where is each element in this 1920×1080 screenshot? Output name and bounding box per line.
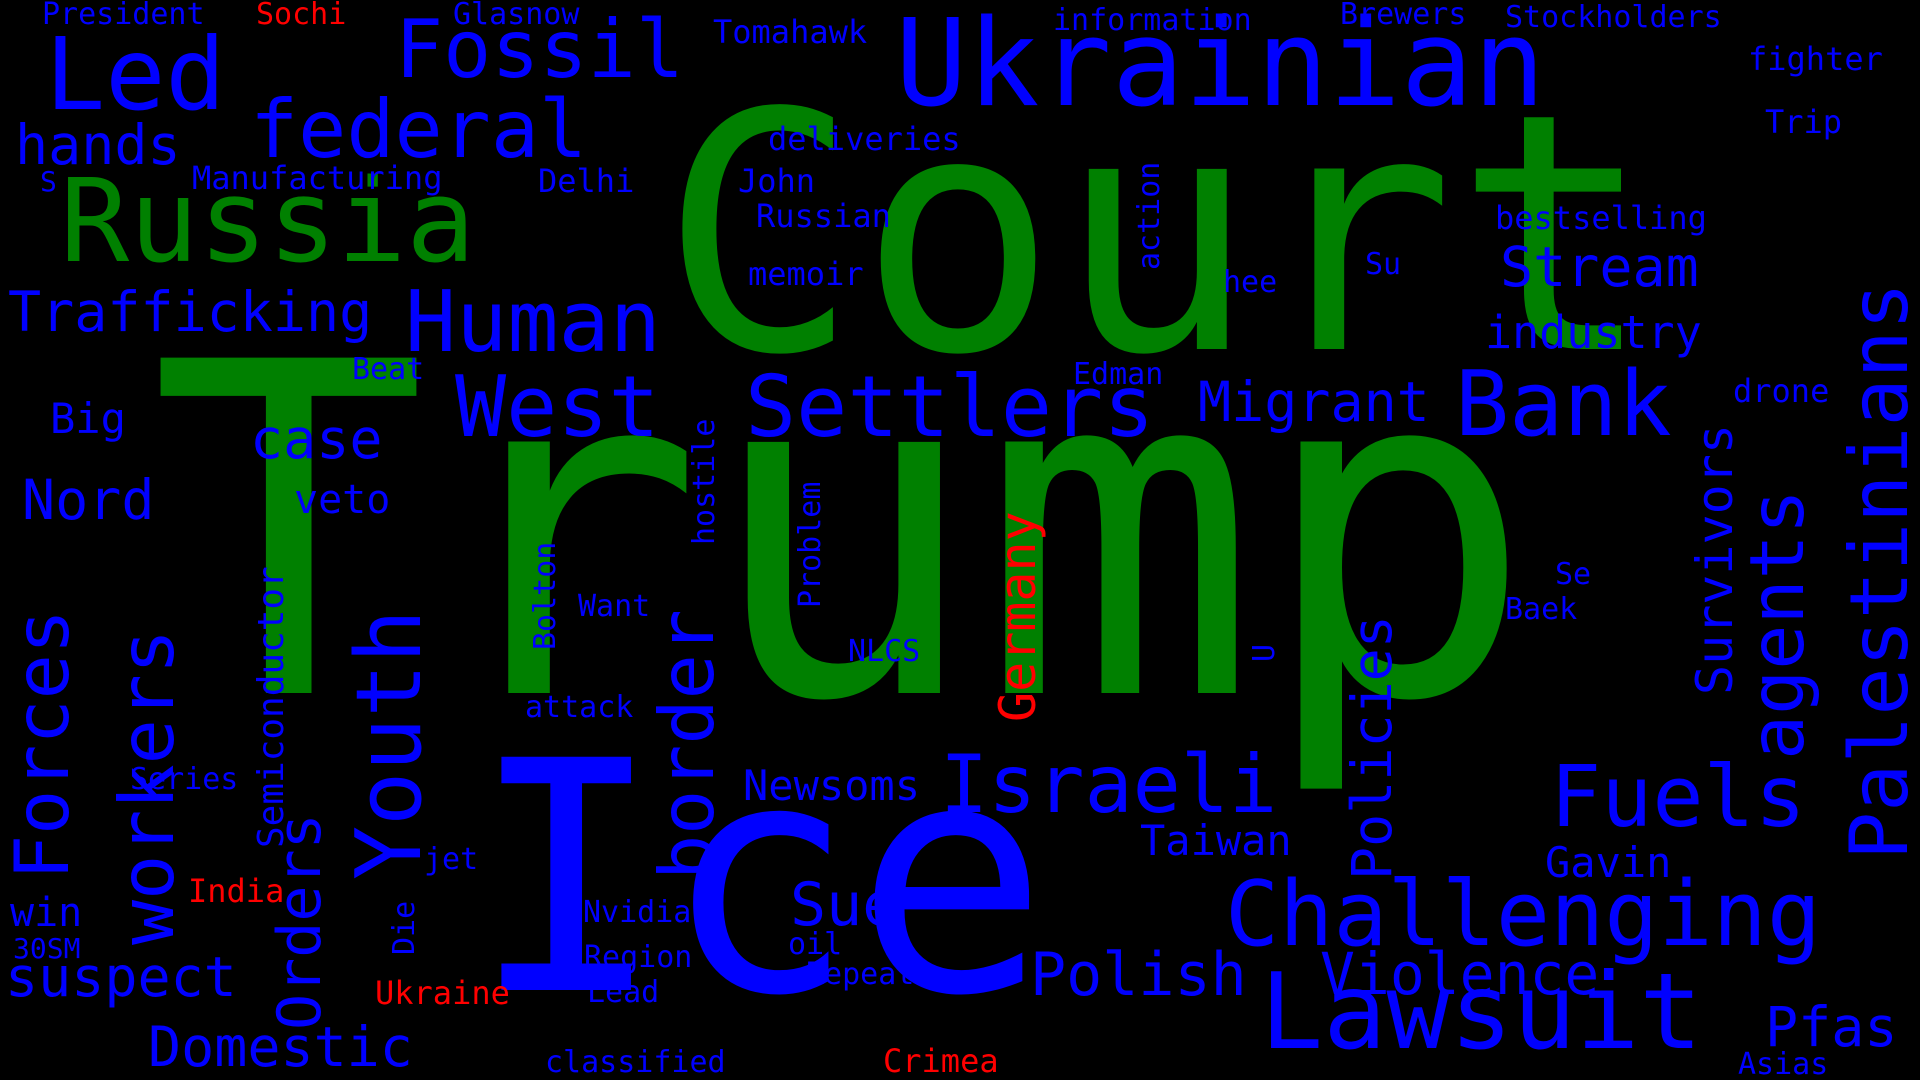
word-fuels: Fuels xyxy=(1550,748,1806,847)
word-taiwan: Taiwan xyxy=(1140,816,1292,865)
word-led: Led xyxy=(45,16,226,133)
word-tomahawk: Tomahawk xyxy=(713,13,868,51)
word-settlers: Settlers xyxy=(745,358,1155,457)
word-drone: drone xyxy=(1733,372,1830,410)
word-hee: hee xyxy=(1223,265,1278,300)
word-court: Court xyxy=(660,43,1654,427)
word-stream: Stream xyxy=(1500,235,1699,299)
word-suspect: suspect xyxy=(5,945,237,1009)
word-edman: Edman xyxy=(1073,357,1164,392)
word-india: India xyxy=(188,872,285,910)
word-migrant: Migrant xyxy=(1198,370,1430,434)
word-u: U xyxy=(1247,643,1282,662)
word-president: President xyxy=(42,0,205,32)
word-oil: oil xyxy=(788,927,843,962)
word-gavin: Gavin xyxy=(1545,838,1672,887)
word-forces: Forces xyxy=(0,609,86,880)
word-case: case xyxy=(250,407,383,471)
word-ukrainian: Ukrainian xyxy=(895,0,1546,134)
word-big: Big xyxy=(50,394,126,443)
word-nlcs: NLCS xyxy=(848,634,921,669)
word-die: Die xyxy=(387,900,422,955)
word-30sm: 30SM xyxy=(13,932,81,965)
word-want: Want xyxy=(578,589,651,624)
word-bank: Bank xyxy=(1455,352,1672,457)
word-border: border xyxy=(643,609,731,880)
word-jet: jet xyxy=(424,842,479,877)
word-action: action xyxy=(1132,161,1167,270)
word-stockholders: Stockholders xyxy=(1505,0,1722,35)
word-russian: Russian xyxy=(756,197,891,235)
word-policies: Policies xyxy=(1340,615,1404,880)
word-information: information xyxy=(1053,3,1252,38)
word-pfas: Pfas xyxy=(1765,995,1898,1059)
word-brewers: Brewers xyxy=(1340,0,1467,32)
word-lawsuit: Lawsuit xyxy=(1260,951,1703,1073)
word-su: Su xyxy=(1365,247,1402,282)
word-polish: Polish xyxy=(1030,940,1247,1010)
word-problem: Problem xyxy=(793,481,828,608)
word-classified: classified xyxy=(545,1045,726,1080)
word-agents: agents xyxy=(1733,489,1821,760)
word-asias: Asias xyxy=(1738,1047,1829,1080)
word-win: win xyxy=(10,890,83,936)
word-hands: hands xyxy=(15,113,181,177)
word-beat: Beat xyxy=(352,352,425,387)
word-industry: industry xyxy=(1485,306,1702,359)
word-human: Human xyxy=(405,273,661,372)
word-crimea: Crimea xyxy=(883,1042,999,1080)
word-delhi: Delhi xyxy=(538,162,635,200)
word-youth: Youth xyxy=(337,609,442,880)
word-se: Se xyxy=(1555,557,1592,592)
word-baek: Baek xyxy=(1505,592,1578,627)
word-challenging: Challenging xyxy=(1225,862,1822,967)
word-bolton: Bolton xyxy=(528,541,563,650)
word-attack: attack xyxy=(525,690,634,725)
word-fossil: Fossil xyxy=(395,3,684,96)
word-series: Series xyxy=(130,762,239,797)
word-veto: veto xyxy=(294,477,391,523)
word-russia: Russia xyxy=(60,155,476,289)
word-manufacturing: Manufacturing xyxy=(192,159,443,197)
word-israeli: Israeli xyxy=(940,738,1278,831)
word-semiconductor: Semiconductor xyxy=(251,566,292,848)
word-glasnow: Glasnow xyxy=(453,0,580,32)
word-newsoms: Newsoms xyxy=(743,761,921,810)
word-germany: Germany xyxy=(989,511,1047,722)
word-nvidia: Nvidia xyxy=(583,895,692,930)
word-palestinians: Palestinians xyxy=(1833,282,1920,860)
word-nord: Nord xyxy=(22,468,155,532)
word-john: John xyxy=(738,162,816,200)
word-memoir: memoir xyxy=(748,255,864,293)
word-deliveries: deliveries xyxy=(768,120,961,158)
word-s: S xyxy=(40,165,57,198)
word-ice: Ice xyxy=(470,694,1048,1066)
word-region: Region xyxy=(584,940,693,975)
word-survivors: Survivors xyxy=(1686,424,1744,695)
word-repeat: Repeat xyxy=(806,957,915,992)
word-sochi: Sochi xyxy=(256,0,347,32)
word-violence: Violence xyxy=(1320,940,1600,1008)
word-ukraine: Ukraine xyxy=(375,974,510,1012)
word-hostile: hostile xyxy=(687,418,722,545)
word-trip: Trip xyxy=(1765,103,1843,141)
word-lead: Lead xyxy=(587,975,660,1010)
word-federal: federal xyxy=(250,83,588,176)
word-bestselling: bestselling xyxy=(1495,199,1707,237)
word-trump: Trump xyxy=(150,267,1535,802)
word-trafficking: Trafficking xyxy=(8,280,373,344)
word-domestic: Domestic xyxy=(148,1015,413,1079)
word-fighter: fighter xyxy=(1748,40,1883,78)
word-west: West xyxy=(455,358,660,457)
word-sue: Sue xyxy=(790,870,899,940)
